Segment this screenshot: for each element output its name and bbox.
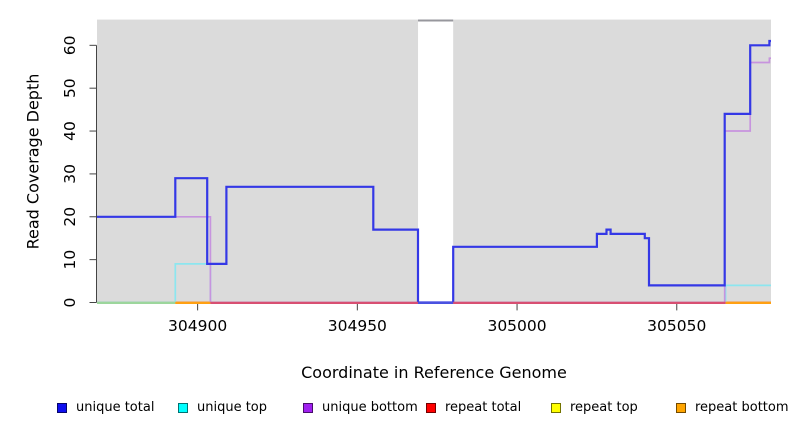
y-axis-title: Read Coverage Depth <box>23 73 43 250</box>
series-line-unique-bottom <box>97 57 771 304</box>
y-tick-label: 20 <box>61 207 79 227</box>
y-tick-label: 40 <box>61 121 79 141</box>
y-tick-label: 0 <box>61 298 79 308</box>
masked-gap <box>418 21 454 304</box>
series-line-unique-total <box>97 39 771 304</box>
y-tick-label: 30 <box>61 164 79 184</box>
x-tick-label: 305050 <box>647 317 706 335</box>
y-tick-label: 10 <box>61 250 79 270</box>
x-tick-label: 305000 <box>487 317 546 335</box>
x-axis-title: Coordinate in Reference Genome <box>301 363 567 382</box>
x-tick-label: 304900 <box>168 317 227 335</box>
x-tick-label: 304950 <box>328 317 387 335</box>
y-tick-label: 50 <box>61 78 79 98</box>
y-tick-label: 60 <box>61 35 79 55</box>
